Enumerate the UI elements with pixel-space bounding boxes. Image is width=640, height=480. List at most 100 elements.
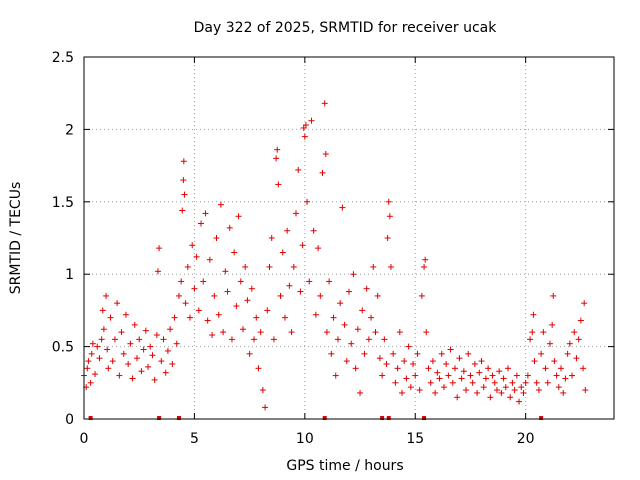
data-point bbox=[487, 394, 494, 401]
data-point bbox=[478, 358, 485, 365]
data-point bbox=[476, 369, 483, 376]
data-point bbox=[352, 365, 359, 372]
data-point bbox=[98, 336, 105, 343]
data-point bbox=[385, 198, 392, 205]
data-point bbox=[549, 321, 556, 328]
baseline-marker bbox=[539, 416, 544, 420]
data-point bbox=[295, 166, 302, 173]
data-point bbox=[449, 379, 456, 386]
data-point bbox=[299, 242, 306, 249]
y-tick-label: 2 bbox=[65, 122, 74, 138]
data-point bbox=[412, 372, 419, 379]
data-point bbox=[99, 307, 106, 314]
data-point bbox=[452, 365, 458, 372]
data-point bbox=[368, 314, 375, 321]
data-point bbox=[390, 350, 397, 357]
data-point bbox=[418, 292, 425, 299]
data-point bbox=[154, 268, 161, 275]
data-point bbox=[399, 389, 405, 396]
data-point bbox=[109, 358, 116, 365]
data-point bbox=[253, 314, 260, 321]
data-point bbox=[211, 292, 218, 299]
data-point bbox=[469, 379, 476, 386]
data-point bbox=[231, 249, 238, 256]
data-point bbox=[551, 358, 558, 365]
data-point bbox=[175, 292, 182, 299]
data-point bbox=[530, 311, 537, 318]
data-point bbox=[281, 314, 288, 321]
data-point bbox=[328, 350, 335, 357]
data-point bbox=[337, 300, 344, 307]
data-point bbox=[465, 350, 472, 357]
data-point bbox=[88, 350, 95, 357]
data-point bbox=[125, 360, 132, 367]
data-point bbox=[376, 355, 383, 362]
data-point bbox=[304, 198, 311, 205]
data-point bbox=[279, 249, 286, 256]
data-point bbox=[96, 355, 103, 362]
data-point bbox=[107, 314, 114, 321]
data-point bbox=[422, 256, 429, 263]
data-point bbox=[491, 379, 498, 386]
data-point bbox=[564, 350, 571, 357]
chart-title: Day 322 of 2025, SRMTID for receiver uca… bbox=[194, 20, 498, 36]
data-point bbox=[357, 389, 364, 396]
data-point bbox=[104, 346, 111, 353]
data-point bbox=[524, 372, 531, 379]
data-point bbox=[129, 375, 136, 382]
baseline-marker bbox=[322, 416, 327, 420]
data-point bbox=[474, 389, 481, 396]
data-point bbox=[438, 350, 445, 357]
data-point bbox=[264, 307, 271, 314]
data-point bbox=[414, 350, 421, 357]
data-point bbox=[319, 169, 326, 176]
data-point bbox=[317, 292, 324, 299]
data-point bbox=[131, 321, 138, 328]
data-point bbox=[224, 288, 231, 295]
data-point bbox=[87, 379, 94, 386]
data-point bbox=[507, 394, 514, 401]
baseline-marker bbox=[380, 416, 385, 420]
data-point bbox=[312, 311, 319, 318]
y-axis-label: SRMTID / TECUs bbox=[8, 182, 24, 295]
data-point bbox=[410, 360, 417, 367]
data-point bbox=[485, 365, 492, 372]
y-tick-label: 0 bbox=[65, 412, 74, 428]
x-tick-label: 5 bbox=[190, 431, 199, 447]
data-point bbox=[535, 387, 542, 394]
data-point bbox=[181, 191, 188, 198]
data-point bbox=[114, 300, 121, 307]
baseline-markers bbox=[88, 416, 544, 420]
data-point bbox=[310, 227, 317, 234]
data-point bbox=[343, 358, 350, 365]
data-point bbox=[235, 213, 242, 220]
y-tick-label: 2.5 bbox=[52, 50, 74, 66]
data-point bbox=[198, 220, 205, 227]
data-point bbox=[580, 365, 587, 372]
data-point bbox=[302, 122, 309, 129]
data-point bbox=[421, 263, 428, 270]
data-point bbox=[178, 278, 185, 285]
data-point bbox=[436, 375, 443, 382]
data-points bbox=[81, 100, 589, 411]
data-point bbox=[396, 329, 403, 336]
data-point bbox=[509, 379, 516, 386]
data-point bbox=[105, 365, 112, 372]
data-point bbox=[237, 278, 244, 285]
data-point bbox=[226, 224, 233, 231]
y-tick-label: 0.5 bbox=[52, 340, 74, 356]
data-point bbox=[111, 336, 118, 343]
data-point bbox=[538, 350, 545, 357]
data-point bbox=[505, 365, 511, 372]
data-point bbox=[555, 384, 562, 391]
data-point bbox=[546, 340, 553, 347]
data-point bbox=[153, 332, 160, 339]
data-point bbox=[127, 340, 134, 347]
data-point bbox=[533, 379, 540, 386]
grid-lines bbox=[84, 57, 614, 419]
data-point bbox=[100, 326, 107, 333]
data-point bbox=[330, 314, 337, 321]
data-point bbox=[387, 263, 394, 270]
data-point bbox=[323, 329, 330, 336]
x-tick-label: 15 bbox=[406, 431, 424, 447]
